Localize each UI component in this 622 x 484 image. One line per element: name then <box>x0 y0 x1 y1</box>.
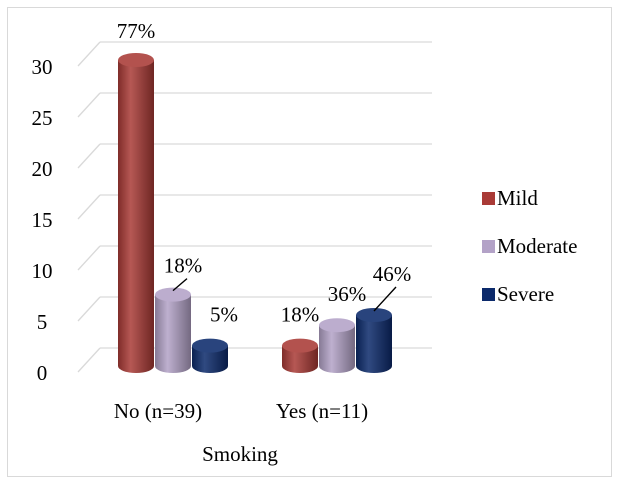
data-label: 5% <box>210 303 238 327</box>
data-label: 18% <box>164 254 203 278</box>
y-tick-label: 20 <box>32 157 53 181</box>
data-label: 77% <box>117 19 156 43</box>
gridline-diag <box>77 41 101 67</box>
gridline-diag <box>77 347 101 373</box>
bar-severe-0 <box>192 338 228 373</box>
gridline-diag <box>77 296 101 322</box>
bar-mild-1 <box>282 338 318 373</box>
bar-body <box>356 315 392 373</box>
y-tick-label: 30 <box>32 55 53 79</box>
x-tick-label: Yes (n=11) <box>276 399 368 423</box>
legend: Mild Moderate Severe <box>482 186 577 306</box>
x-tick-label: No (n=39) <box>114 399 202 423</box>
bar-body <box>282 345 318 373</box>
y-tick-label: 15 <box>32 208 53 232</box>
legend-label: Mild <box>497 186 538 210</box>
legend-swatch <box>482 288 495 301</box>
gridline-diag <box>77 92 101 118</box>
bar-top <box>192 338 228 353</box>
gridline-diag <box>77 245 101 271</box>
bar-body <box>192 345 228 373</box>
bar-mild-0 <box>118 53 154 373</box>
y-tick-label: 25 <box>32 106 53 130</box>
data-label: 46% <box>373 262 412 286</box>
chart-frame <box>7 7 612 477</box>
gridline-diag <box>77 194 101 220</box>
bar-moderate-0 <box>155 287 191 373</box>
bar-top <box>118 53 154 67</box>
bar-body <box>319 325 355 373</box>
y-axis-ticks: 0 5 10 15 20 25 30 <box>32 55 53 385</box>
leader-line <box>373 286 397 312</box>
legend-item-severe: Severe <box>482 282 554 306</box>
bar-top <box>319 318 355 333</box>
y-tick-label: 10 <box>32 259 53 283</box>
legend-label: Moderate <box>497 234 577 258</box>
leader-line <box>172 278 188 292</box>
legend-label: Severe <box>497 282 554 306</box>
legend-item-moderate: Moderate <box>482 234 577 258</box>
x-axis-title: Smoking <box>202 442 278 466</box>
bar-body <box>155 294 191 373</box>
bar-top <box>356 308 392 322</box>
gridline-diag <box>77 143 101 169</box>
data-label: 18% <box>281 303 320 327</box>
data-labels: 77% 18% 5% 18% 36%46% <box>117 19 412 327</box>
x-axis-ticks: No (n=39) Yes (n=11) <box>114 399 368 423</box>
data-label: 36% <box>328 282 367 306</box>
y-tick-label: 0 <box>37 361 48 385</box>
y-tick-label: 5 <box>37 310 48 334</box>
bar-top <box>155 287 191 302</box>
bar-top <box>282 338 318 353</box>
bar-moderate-1 <box>319 318 355 373</box>
legend-swatch <box>482 240 495 253</box>
bar-body <box>118 60 154 373</box>
bars <box>118 53 392 373</box>
legend-item-mild: Mild <box>482 186 538 210</box>
legend-swatch <box>482 192 495 205</box>
bar-severe-1 <box>356 308 392 373</box>
